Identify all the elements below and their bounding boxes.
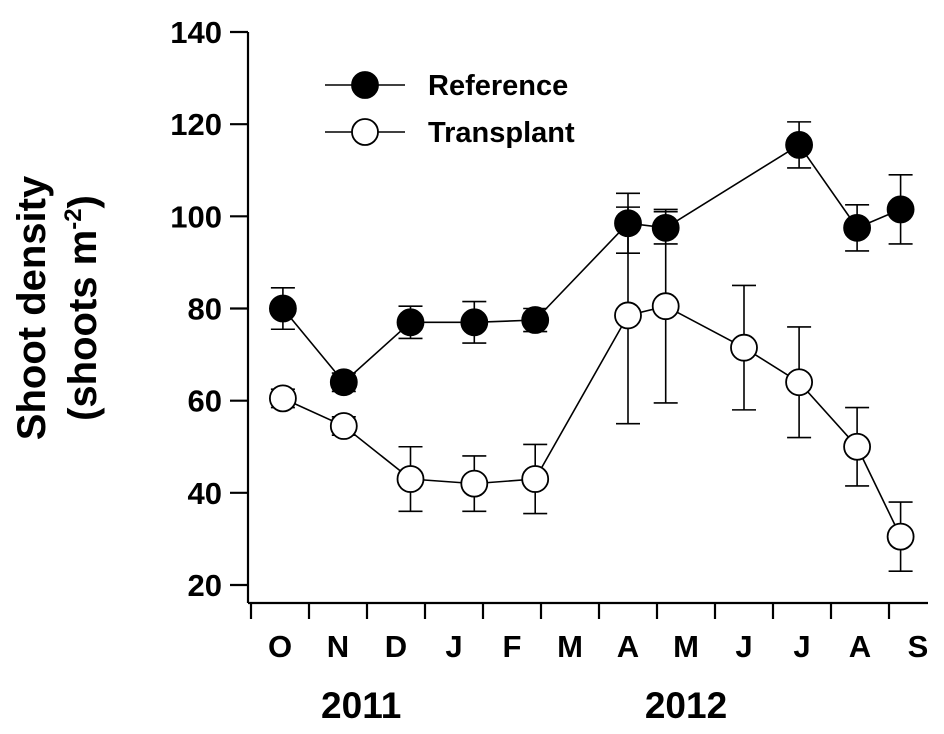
data-point bbox=[843, 213, 871, 242]
year-label: 2011 bbox=[321, 685, 401, 726]
data-point bbox=[396, 465, 425, 493]
data-point bbox=[268, 384, 297, 413]
axes bbox=[246, 32, 928, 605]
y-tick-label: 60 bbox=[188, 384, 222, 419]
plot-area bbox=[268, 121, 915, 572]
y-tick-label: 80 bbox=[188, 292, 222, 327]
month-label: O bbox=[268, 629, 292, 664]
y-tick-label: 40 bbox=[188, 476, 222, 511]
y-tick-label: 100 bbox=[170, 199, 222, 234]
data-point bbox=[460, 308, 489, 337]
data-point bbox=[651, 292, 680, 321]
legend-marker bbox=[351, 118, 379, 146]
year-label: 2012 bbox=[645, 685, 727, 726]
legend-label: Transplant bbox=[428, 117, 575, 149]
data-point bbox=[521, 465, 550, 493]
legend-marker bbox=[351, 71, 379, 99]
month-label: N bbox=[327, 629, 349, 664]
y-axis-units: (shoots m-2) bbox=[60, 195, 105, 421]
y-tick-label: 140 bbox=[170, 15, 222, 50]
data-point bbox=[521, 306, 550, 334]
y-axis-ticks: 20 40 60 80 100 120 140 bbox=[170, 15, 248, 603]
y-axis-units-exponent: -2 bbox=[60, 208, 87, 229]
month-label: M bbox=[557, 629, 583, 664]
data-point bbox=[785, 131, 813, 159]
data-point bbox=[396, 308, 425, 337]
data-point bbox=[329, 412, 358, 440]
data-point bbox=[614, 301, 642, 330]
data-point bbox=[785, 368, 813, 397]
month-label: J bbox=[793, 629, 810, 664]
legend: Reference Transplant bbox=[325, 70, 575, 149]
legend-item-reference: Reference bbox=[325, 70, 568, 102]
data-point bbox=[886, 195, 915, 224]
y-tick-label: 120 bbox=[170, 107, 222, 142]
month-label: A bbox=[617, 629, 639, 664]
data-point bbox=[268, 294, 297, 323]
data-point bbox=[329, 368, 358, 397]
y-tick-label: 20 bbox=[188, 568, 222, 603]
y-axis-units-close: ) bbox=[61, 195, 105, 208]
month-label: D bbox=[385, 629, 407, 664]
data-point bbox=[843, 432, 871, 461]
legend-item-transplant: Transplant bbox=[325, 117, 575, 149]
data-point bbox=[730, 333, 758, 362]
month-label: J bbox=[735, 629, 752, 664]
month-label: F bbox=[503, 629, 522, 664]
series-reference bbox=[268, 121, 915, 397]
y-axis-label: Shoot density bbox=[10, 175, 54, 440]
series-line bbox=[282, 305, 902, 537]
series-line bbox=[282, 143, 901, 384]
month-label: A bbox=[849, 629, 871, 664]
month-label: S bbox=[908, 629, 929, 664]
legend-label: Reference bbox=[428, 70, 568, 102]
series-transplant bbox=[268, 206, 915, 572]
month-label: J bbox=[445, 629, 462, 664]
data-point bbox=[886, 522, 915, 551]
month-label: M bbox=[673, 629, 699, 664]
y-axis-units-base: (shoots m bbox=[61, 230, 105, 421]
data-point bbox=[460, 469, 489, 498]
